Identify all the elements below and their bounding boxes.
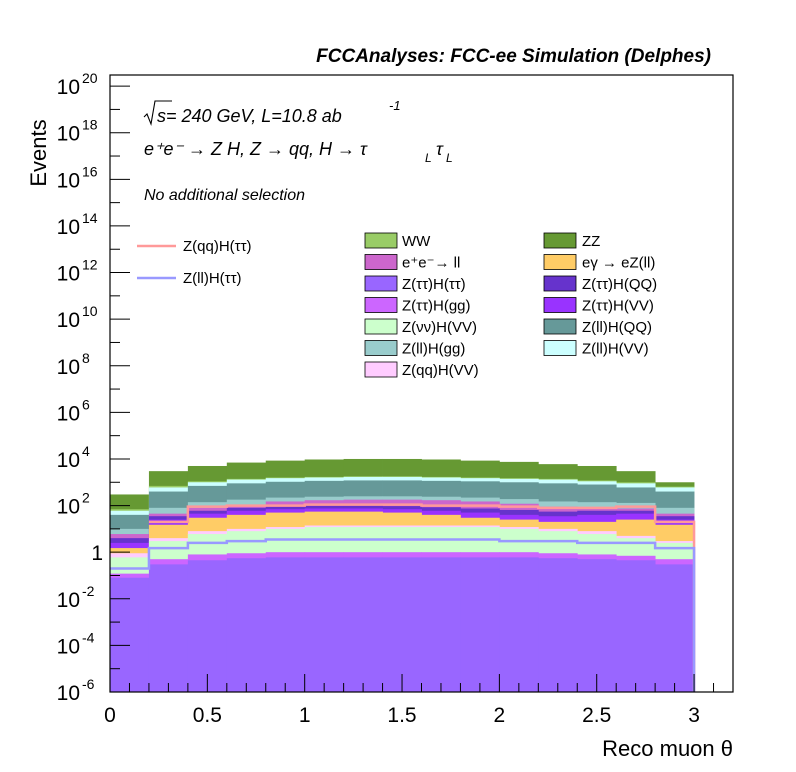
legend-label: eγ → eZ(ll) — [582, 255, 655, 272]
x-tick-label: 2.5 — [582, 704, 611, 727]
legend-label: ZZ — [582, 233, 600, 250]
line-z-ll-h- — [110, 538, 696, 692]
y-tick-label: 10 — [57, 169, 80, 192]
legend-swatch — [364, 340, 398, 356]
y-tick-exponent: 14 — [82, 210, 98, 226]
bar-z-h--bin-8 — [421, 557, 461, 692]
x-tick-label: 1 — [299, 704, 311, 727]
bar-z-h--bin-1 — [148, 564, 189, 692]
y-tick-label: 10 — [57, 635, 80, 658]
y-tick-exponent: -6 — [82, 676, 95, 692]
bar-z-h--bin-4 — [265, 557, 306, 692]
process-sub-1: L — [425, 151, 432, 165]
legend-swatch — [364, 297, 398, 313]
x-tick-label: 0 — [104, 704, 116, 727]
legend-label: Z(ll)H(VV) — [582, 341, 649, 358]
legend-swatch — [543, 297, 577, 313]
bar-z-h--bin-3 — [226, 558, 267, 692]
bar-z-h--bin-6 — [343, 557, 383, 692]
bar-z-h--bin-2 — [187, 560, 228, 692]
legend-label: WW — [402, 233, 431, 250]
legend-label: Z(ττ)H(ττ) — [402, 276, 466, 293]
energy-prefix: s — [157, 106, 166, 126]
y-tick-label: 1 — [91, 542, 103, 565]
legend: Z(qq)H(ττ) Z(ll)H(ττ) WW e⁺e⁻→ ll Z(ττ)H(ττ)… — [137, 232, 657, 379]
x-axis-label: Reco muon θ — [602, 736, 733, 761]
legend-label: Z(qq)H(VV) — [402, 362, 479, 379]
legend-label: Z(ττ)H(VV) — [582, 298, 654, 315]
energy-text: = 240 GeV, L=10.8 ab — [166, 106, 342, 126]
legend-label: Z(ll)H(gg) — [402, 341, 465, 358]
legend-line-label: Z(qq)H(ττ) — [183, 238, 252, 255]
y-tick-exponent: 20 — [82, 70, 98, 86]
y-tick-exponent: 2 — [82, 490, 90, 506]
y-tick-exponent: 4 — [82, 443, 90, 459]
y-tick-exponent: 12 — [82, 257, 98, 273]
process-annotation: e⁺e⁻ → Z H, Z → qq, H → τ L τ L — [144, 139, 453, 165]
chart-header-title: FCCAnalyses: FCC-ee Simulation (Delphes) — [316, 46, 711, 67]
y-tick-exponent: -4 — [82, 629, 95, 645]
y-tick-label: 10 — [57, 449, 80, 472]
bar-z-h--bin-10 — [499, 557, 539, 692]
legend-swatch — [364, 232, 398, 249]
line-z-qq-h- — [148, 503, 696, 692]
legend-label: Z(ττ)H(QQ) — [582, 276, 657, 293]
y-tick-exponent: -2 — [82, 583, 95, 599]
legend-swatch — [543, 340, 577, 356]
y-tick-label: 10 — [57, 496, 80, 519]
y-tick-exponent: 16 — [82, 163, 98, 179]
y-axis-label: Events — [26, 119, 51, 186]
legend-swatch — [543, 318, 577, 335]
energy-exponent: -1 — [389, 98, 401, 113]
y-tick-label: 10 — [57, 309, 80, 332]
y-tick-label: 10 — [57, 682, 80, 705]
y-tick-label: 10 — [57, 402, 80, 425]
y-tick-label: 10 — [57, 589, 80, 612]
y-tick-exponent: 18 — [82, 117, 98, 133]
y-tick-label: 10 — [57, 216, 80, 239]
legend-swatch — [543, 254, 577, 270]
legend-label: Z(ττ)H(gg) — [402, 298, 471, 315]
legend-label: e⁺e⁻→ ll — [402, 255, 460, 272]
process-tau-2: τ — [436, 139, 444, 159]
x-tick-label: 3 — [688, 704, 700, 727]
line-layer — [110, 503, 696, 692]
x-tick-label: 2 — [494, 704, 506, 727]
y-tick-label: 10 — [57, 263, 80, 286]
bar-z-h--bin-5 — [304, 557, 345, 692]
legend-swatch — [364, 318, 398, 335]
legend-label: Z(ll)H(QQ) — [582, 319, 652, 336]
bar-z-h--bin-12 — [577, 559, 617, 692]
x-tick-label: 1.5 — [387, 704, 416, 727]
legend-swatch — [364, 361, 398, 378]
legend-line-label: Z(ll)H(ττ) — [183, 270, 242, 287]
x-tick-label: 0.5 — [193, 704, 222, 727]
sqrt-symbol — [143, 100, 172, 127]
bar-z-h--bin-11 — [538, 558, 578, 692]
y-tick-exponent: 6 — [82, 396, 90, 412]
energy-annotation: s = 240 GeV, L=10.8 ab -1 — [143, 98, 401, 127]
y-tick-label: 10 — [57, 356, 80, 379]
selection-annotation: No additional selection — [144, 187, 305, 204]
process-text: e⁺e⁻ → Z H, Z → qq, H → τ — [144, 139, 368, 159]
y-tick-exponent: 8 — [82, 350, 90, 366]
bar-z-h--bin-13 — [616, 560, 656, 692]
process-sub-2: L — [446, 151, 453, 165]
y-tick-exponent: 10 — [82, 303, 98, 319]
legend-swatch — [543, 275, 577, 292]
y-tick-label: 10 — [57, 76, 80, 99]
bar-z-h--bin-7 — [382, 557, 422, 692]
stack-layer — [110, 458, 695, 692]
y-tick-label: 10 — [57, 123, 80, 146]
legend-swatch — [364, 254, 398, 270]
bar-z-h--bin-14 — [655, 564, 695, 692]
legend-swatch — [364, 275, 398, 292]
bar-z-h--bin-0 — [110, 577, 150, 692]
legend-swatch — [543, 232, 577, 249]
legend-label: Z(νν)H(VV) — [402, 319, 477, 336]
bar-z-h--bin-9 — [460, 557, 500, 692]
